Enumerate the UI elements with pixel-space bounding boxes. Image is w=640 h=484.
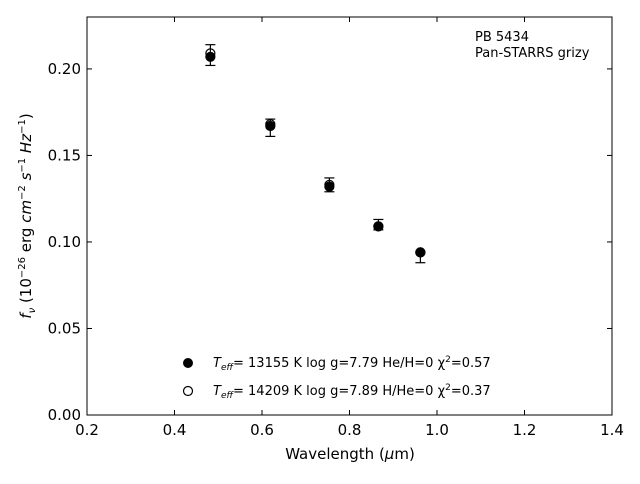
data-point-open	[265, 119, 276, 130]
y-tick-label: 0.10	[48, 233, 81, 251]
x-tick-label: 1.4	[600, 421, 624, 439]
y-ticks: 0.00 0.05 0.10 0.15 0.20	[48, 60, 612, 424]
y-tick-label: 0.00	[48, 406, 81, 424]
legend-entry-2: Teff= 14209 K log g=7.89 H/He=0 χ2=0.37	[213, 383, 491, 401]
annotation-target: PB 5434	[475, 30, 529, 45]
x-tick-label: 0.2	[75, 421, 99, 439]
x-ticks: 0.2 0.4 0.6 0.8 1.0 1.2 1.4	[75, 17, 624, 439]
data-point-filled	[205, 51, 216, 62]
data-point-open	[415, 247, 426, 258]
legend-marker-filled	[183, 358, 193, 368]
data-point-open	[373, 221, 384, 232]
y-tick-label: 0.15	[48, 146, 81, 164]
legend-entry-1: Teff= 13155 K log g=7.79 He/H=0 χ2=0.57	[213, 355, 491, 373]
y-tick-label: 0.20	[48, 60, 81, 78]
annotation-survey: Pan-STARRS grizy	[475, 46, 590, 61]
legend-marker-open	[182, 385, 194, 397]
x-tick-label: 0.6	[250, 421, 274, 439]
x-tick-label: 1.2	[513, 421, 537, 439]
y-tick-label: 0.05	[48, 319, 81, 337]
data-marks	[205, 44, 426, 264]
x-axis-label: Wavelength (μm)	[285, 445, 415, 463]
y-axis-label: fν (10−26 erg cm−2 s−1 Hz−1)	[17, 113, 38, 318]
x-tick-label: 1.0	[425, 421, 449, 439]
legend: Teff= 13155 K log g=7.79 He/H=0 χ2=0.57 …	[182, 355, 491, 401]
x-tick-label: 0.4	[163, 421, 187, 439]
data-point-open	[205, 48, 216, 59]
data-point-open	[324, 179, 335, 190]
x-tick-label: 0.8	[338, 421, 362, 439]
